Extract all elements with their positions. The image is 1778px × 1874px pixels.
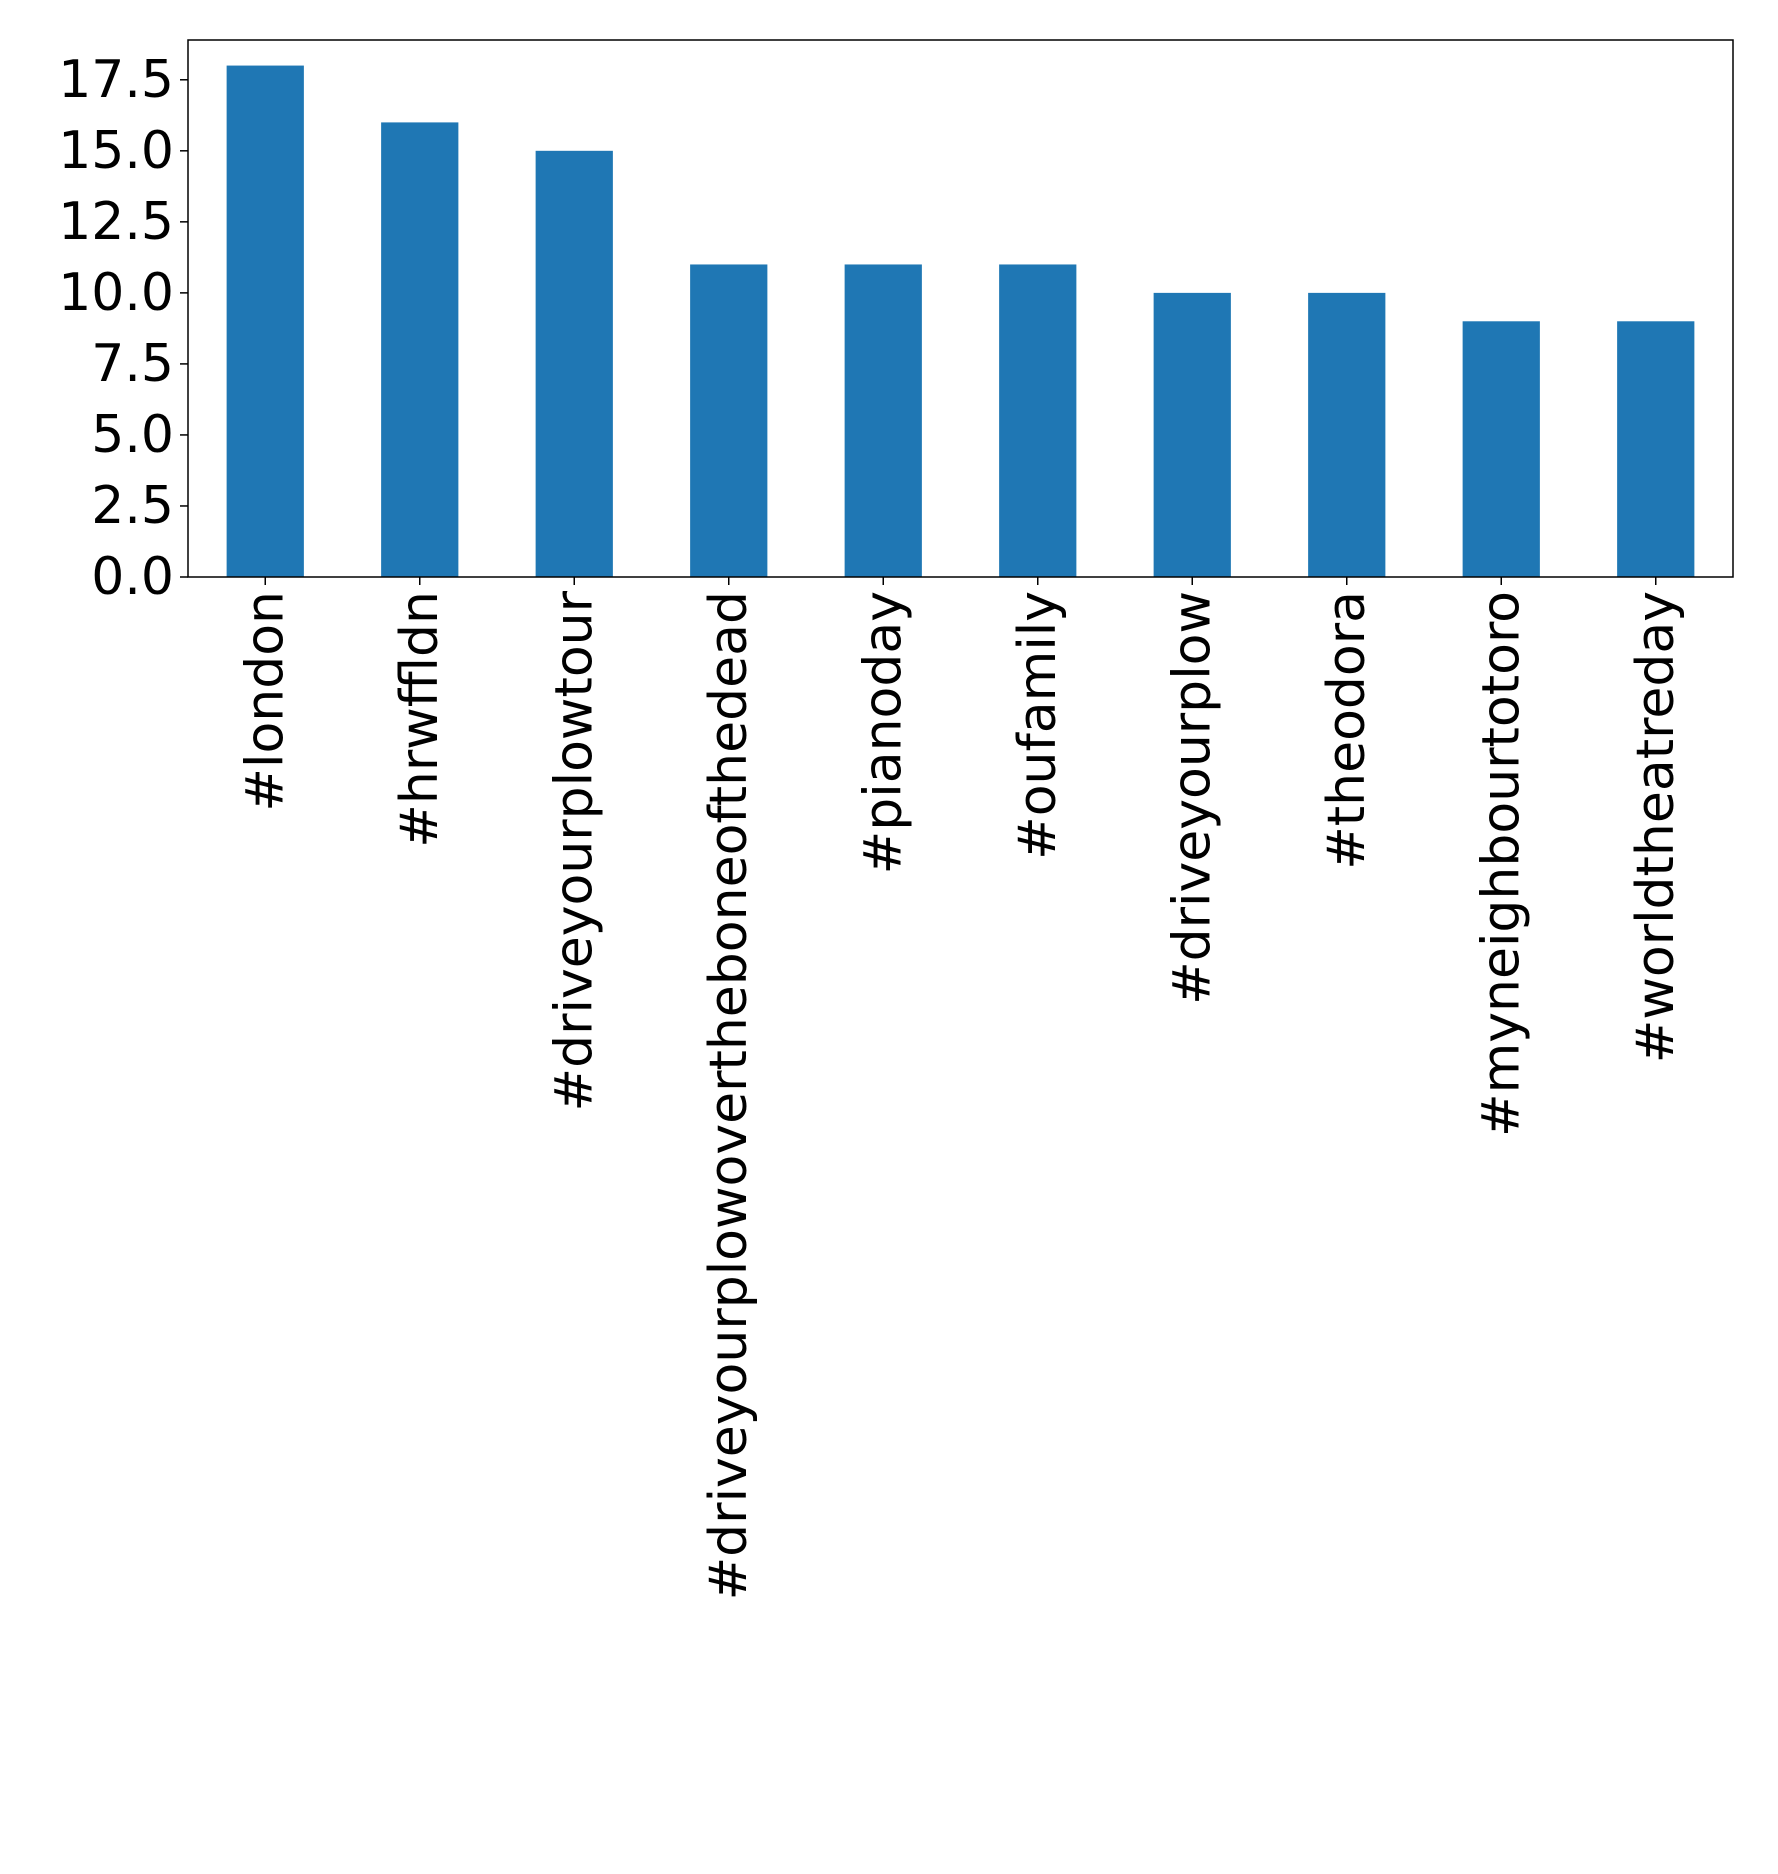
bar-8 xyxy=(1462,321,1540,577)
x-tick-label: #pianoday xyxy=(853,591,913,874)
x-axis: #london #hrwffldn #driveyourplowtour #drive… xyxy=(235,577,1686,1600)
bar-2 xyxy=(535,150,613,578)
y-tick-label: 2.5 xyxy=(91,476,174,536)
y-tick-label: 0.0 xyxy=(91,547,174,607)
x-tick-label: #driveyourplowtour xyxy=(544,590,604,1111)
x-tick-label: #myneighbourtotoro xyxy=(1471,591,1531,1137)
y-tick-label: 15.0 xyxy=(58,121,174,181)
y-tick-label: 17.5 xyxy=(58,50,174,110)
y-tick-label: 12.5 xyxy=(58,192,174,252)
x-tick-label: #worldtheatreday xyxy=(1626,591,1686,1063)
x-tick-label: #oufamily xyxy=(1008,591,1068,860)
bar-3 xyxy=(690,264,768,577)
bar-1 xyxy=(381,122,459,578)
x-tick-label: #london xyxy=(235,591,295,812)
bar-6 xyxy=(1153,292,1231,577)
bar-5 xyxy=(999,264,1077,577)
x-tick-label: #driveyourplow xyxy=(1162,591,1222,1005)
x-tick-label: #theodora xyxy=(1317,591,1377,870)
plot-frame xyxy=(187,39,1734,578)
x-tick-label: #driveyourplowovertheboneofthedead xyxy=(699,591,759,1600)
y-tick-label: 5.0 xyxy=(91,405,174,465)
x-tick-label: #hrwffldn xyxy=(390,591,450,848)
y-tick-label: 7.5 xyxy=(91,334,174,394)
bar-4 xyxy=(844,264,922,577)
y-axis: 0.0 2.5 5.0 7.5 10.0 12.5 15.0 17.5 xyxy=(58,50,188,607)
bar-9 xyxy=(1617,321,1695,577)
bar-7 xyxy=(1308,292,1386,577)
bars-group xyxy=(226,65,1695,578)
bar-0 xyxy=(226,65,304,578)
y-tick-label: 10.0 xyxy=(58,263,174,323)
